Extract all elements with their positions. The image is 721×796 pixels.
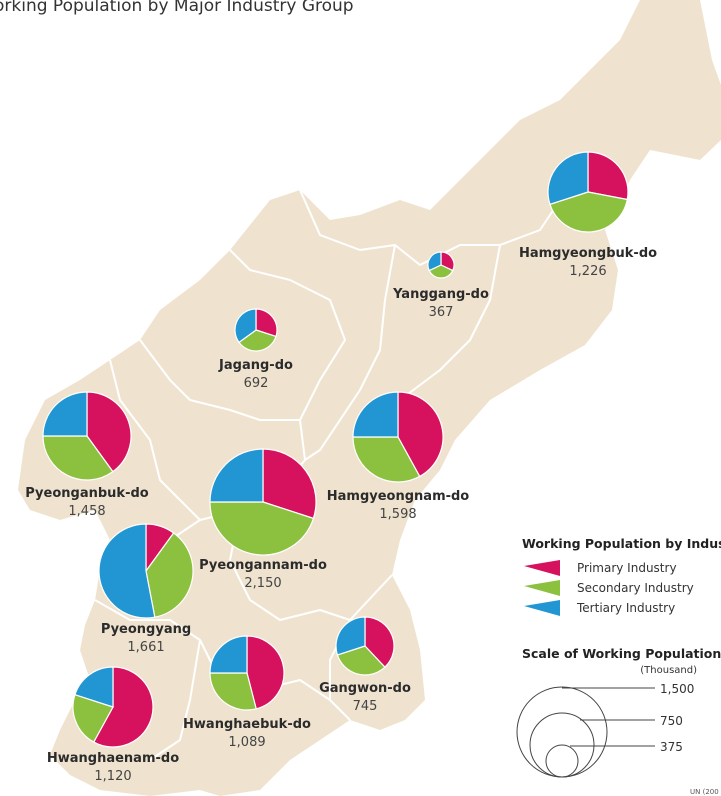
region-name-hwanghaenam-do: Hwanghaenam-do [47, 751, 179, 766]
region-name-pyeonganbuk-do: Pyeonganbuk-do [25, 486, 148, 501]
pie-jagang-do [234, 308, 278, 352]
legend-items: Primary Industry Secondary Industry Tertia… [524, 560, 694, 616]
region-name-jagang-do: Jagang-do [218, 358, 293, 373]
pie-hwanghaenam-do [72, 666, 154, 748]
region-value-hamgyeongnam-do: 1,598 [379, 507, 416, 522]
pie-slice-primary-hamgyeongbuk-do [587, 151, 629, 201]
pie-pyeonganbuk-do [42, 391, 132, 481]
scale-circle-small [545, 744, 579, 778]
country-landmass [18, 0, 721, 796]
pie-hwanghaebuk-do [209, 635, 285, 711]
region-value-yanggang-do: 367 [429, 305, 454, 320]
pie-slice-tertiary-hamgyeongbuk-do [547, 151, 589, 206]
legend-swatch-secondary [524, 580, 560, 596]
region-value-hwanghaebuk-do: 1,089 [228, 735, 265, 750]
region-name-hamgyeongbuk-do: Hamgyeongbuk-do [519, 246, 657, 261]
region-name-hamgyeongnam-do: Hamgyeongnam-do [327, 489, 470, 504]
legend: Working Population by Industry Primary I… [516, 536, 721, 778]
pie-slice-tertiary-yanggang-do [427, 251, 442, 272]
region-value-hwanghaenam-do: 1,120 [94, 769, 131, 784]
pie-slice-secondary-hamgyeongbuk-do [549, 191, 628, 233]
pie-slice-secondary-pyeongyang [145, 532, 194, 618]
scale-label-small: 375 [660, 740, 683, 754]
scale-label-medium: 750 [660, 714, 683, 728]
pie-slice-secondary-hamgyeongnam-do [352, 436, 421, 483]
pie-hamgyeongbuk-do [547, 151, 629, 233]
legend-scale-unit: (Thousand) [640, 665, 697, 676]
pie-slice-tertiary-gangwon-do [335, 616, 366, 656]
pie-slice-primary-jagang-do [255, 308, 278, 338]
pie-slice-tertiary-hwanghaebuk-do [209, 635, 248, 674]
pie-slice-tertiary-hwanghaenam-do [74, 666, 114, 708]
legend-swatch-tertiary [524, 600, 560, 616]
scale-circle-large [516, 686, 608, 778]
pie-slice-tertiary-jagang-do [234, 308, 257, 344]
region-value-pyeonganbuk-do: 1,458 [68, 504, 105, 519]
pie-yanggang-do [427, 251, 455, 279]
legend-label-tertiary: Tertiary Industry [576, 601, 675, 615]
map-title: orking Population by Major Industry Grou… [0, 0, 354, 16]
region-value-hamgyeongbuk-do: 1,226 [569, 264, 606, 279]
label-layer: Hamgyeongbuk-do 1,226 Yanggang-do 367 Jagang… [25, 246, 657, 784]
legend-industry-title: Working Population by Industry [522, 536, 721, 551]
pie-slice-tertiary-pyeonganbuk-do [42, 391, 88, 437]
region-value-gangwon-do: 745 [353, 699, 378, 714]
pie-slice-secondary-hwanghaebuk-do [209, 672, 257, 711]
scale-circles [516, 686, 655, 778]
source-note: UN (200 [690, 788, 719, 796]
region-name-pyeongyang: Pyeongyang [101, 622, 191, 637]
pie-slice-secondary-pyeongannam-do [209, 501, 315, 556]
pie-slice-secondary-pyeonganbuk-do [42, 435, 114, 481]
pie-slice-primary-hamgyeongnam-do [397, 391, 444, 478]
legend-scale-title: Scale of Working Population [522, 646, 721, 661]
pie-slice-primary-pyeongannam-do [262, 448, 317, 520]
legend-label-primary: Primary Industry [577, 561, 677, 575]
region-name-hwanghaebuk-do: Hwanghaebuk-do [183, 717, 311, 732]
region-name-pyeongannam-do: Pyeongannam-do [199, 558, 327, 573]
region-name-yanggang-do: Yanggang-do [392, 287, 489, 302]
region-value-jagang-do: 692 [244, 376, 269, 391]
pie-pyeongyang [98, 523, 194, 619]
pie-slice-primary-hwanghaebuk-do [246, 635, 285, 710]
pie-slice-tertiary-pyeongyang [98, 523, 156, 619]
pie-slice-secondary-gangwon-do [336, 645, 386, 676]
region-name-gangwon-do: Gangwon-do [319, 681, 411, 696]
legend-swatch-primary [524, 560, 560, 576]
pie-gangwon-do [335, 616, 395, 676]
pie-slice-secondary-hwanghaenam-do [72, 693, 114, 743]
pie-slice-primary-hwanghaenam-do [92, 666, 154, 748]
region-value-pyeongannam-do: 2,150 [244, 576, 281, 591]
pie-slice-tertiary-hamgyeongnam-do [352, 391, 399, 438]
scale-label-large: 1,500 [660, 682, 694, 696]
pie-slice-primary-pyeonganbuk-do [86, 391, 132, 473]
region-value-pyeongyang: 1,661 [127, 640, 164, 655]
pie-layer [42, 151, 629, 748]
pie-pyeongannam-do [209, 448, 317, 556]
pie-slice-secondary-jagang-do [238, 329, 277, 352]
pie-hamgyeongnam-do [352, 391, 444, 483]
pie-slice-primary-gangwon-do [364, 616, 395, 668]
pie-slice-tertiary-pyeongannam-do [209, 448, 264, 503]
legend-label-secondary: Secondary Industry [577, 581, 694, 595]
